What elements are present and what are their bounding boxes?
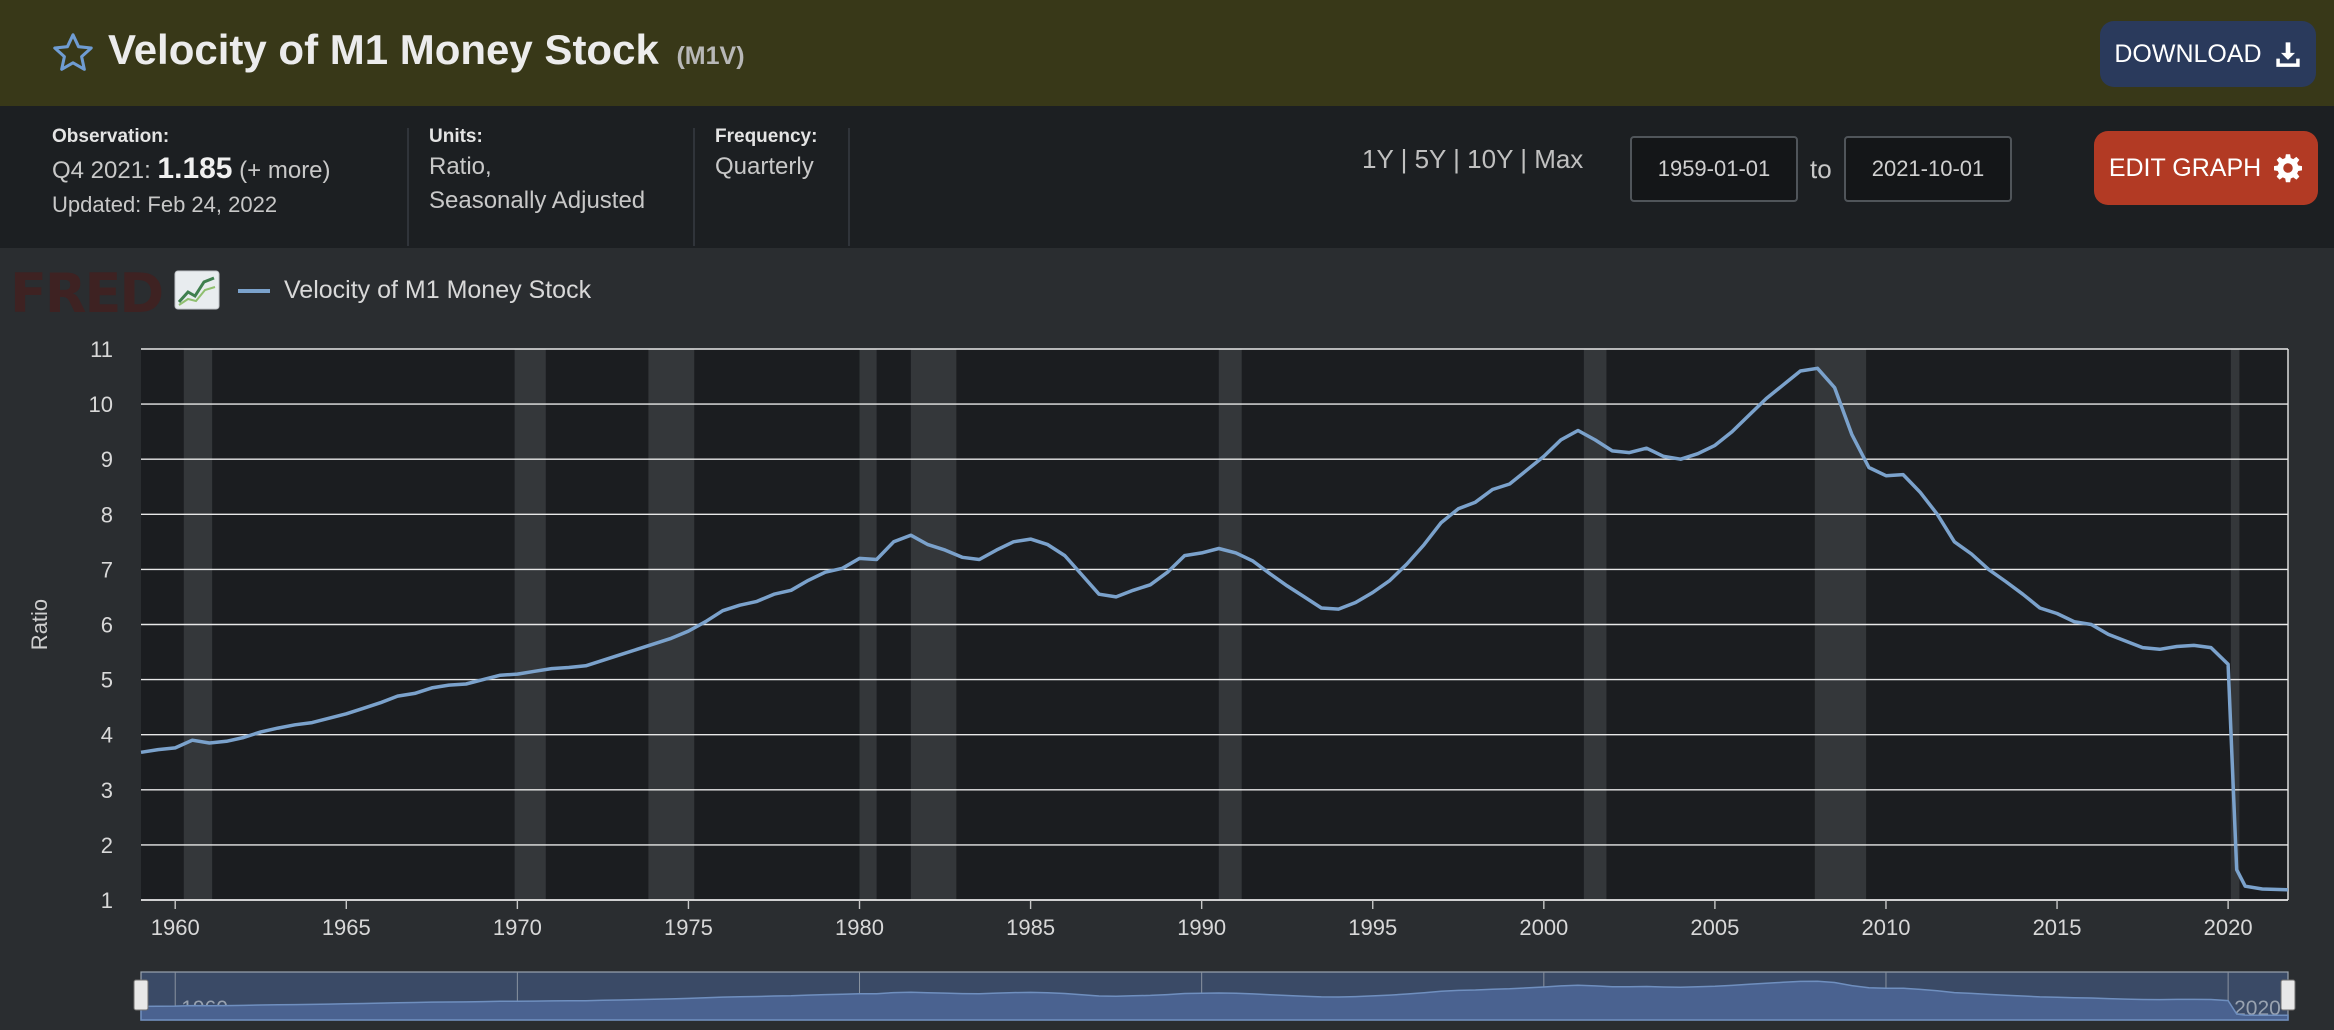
observation-block: Observation: Q4 2021: 1.185 (+ more) Upd…	[52, 126, 331, 222]
units-label: Units:	[429, 126, 483, 147]
download-label: DOWNLOAD	[2114, 39, 2262, 68]
observation-more-link[interactable]: (+ more)	[239, 157, 331, 184]
star-icon[interactable]	[50, 30, 96, 76]
y-axis-title: Ratio	[27, 599, 52, 650]
legend-swatch	[238, 288, 270, 293]
x-tick-label: 1995	[1348, 915, 1397, 940]
navigator-handle[interactable]	[133, 979, 149, 1011]
chart-canvas: 1 2 3 4 5 6 7 8 9 10 11 1960 1965 1970 1975 1980 1985 199…	[27, 337, 2296, 1021]
divider	[693, 128, 695, 246]
series-line	[140, 366, 2289, 892]
x-tick-label: 1965	[322, 915, 371, 940]
range-max-link[interactable]: Max	[1534, 144, 1584, 174]
x-tick-label: 1960	[151, 915, 200, 940]
download-icon	[2275, 42, 2300, 67]
x-tick-label: 1975	[664, 915, 713, 940]
frequency-block: Frequency: Quarterly	[715, 126, 817, 184]
observation-value: 1.185	[157, 152, 233, 185]
observation-period: Q4 2021:	[52, 157, 151, 184]
x-tick-label: 2020	[2204, 915, 2253, 940]
series-info-bar: Observation: Q4 2021: 1.185 (+ more) Upd…	[0, 106, 2334, 248]
separator: |	[1400, 144, 1408, 174]
download-button[interactable]: DOWNLOAD	[2100, 21, 2316, 87]
chart-line-icon	[174, 270, 220, 310]
y-tick-label: 9	[101, 447, 113, 472]
x-tick-label: 2000	[1519, 915, 1568, 940]
end-date-input[interactable]: 2021-10-01	[1844, 136, 2012, 202]
start-date-input[interactable]: 1959-01-01	[1630, 136, 1798, 202]
range-5y-link[interactable]: 5Y	[1414, 144, 1446, 174]
units-line1: Ratio,	[429, 153, 492, 180]
y-tick-label: 11	[90, 337, 113, 362]
x-tick-label: 1970	[493, 915, 542, 940]
units-line2: Seasonally Adjusted	[429, 187, 646, 214]
series-title: Velocity of M1 Money Stock	[108, 26, 659, 73]
x-tick-label: 1980	[835, 915, 884, 940]
x-tick-label: 2015	[2033, 915, 2082, 940]
x-tick-label: 1990	[1177, 915, 1226, 940]
x-tick-label: 1985	[1006, 915, 1055, 940]
separator: |	[1520, 144, 1527, 174]
navigator-tick-label: 2020	[2234, 997, 2281, 1020]
range-10y-link[interactable]: 10Y	[1467, 144, 1513, 174]
x-tick-label: 2010	[1861, 915, 1910, 940]
gear-icon	[2274, 154, 2303, 183]
legend-label: Velocity of M1 Money Stock	[284, 276, 592, 304]
edit-graph-button[interactable]: EDIT GRAPH	[2094, 131, 2318, 205]
observation-line: Q4 2021: 1.185 (+ more)	[52, 152, 331, 188]
series-code: (M1V)	[676, 42, 745, 70]
observation-label: Observation:	[52, 126, 170, 147]
navigator-handle[interactable]	[2280, 979, 2296, 1011]
frequency-value: Quarterly	[715, 153, 814, 180]
edit-graph-label: EDIT GRAPH	[2108, 153, 2262, 182]
y-tick-label: 2	[101, 833, 113, 858]
navigator-series	[140, 980, 2289, 1021]
header-bar: Velocity of M1 Money Stock (M1V) DOWNLOA…	[0, 0, 2334, 106]
divider	[848, 128, 850, 246]
y-tick-label: 5	[101, 668, 113, 693]
range-links: 1Y | 5Y | 10Y | Max	[1362, 144, 1583, 175]
chart-area: FRED Velocity of M1 Money Stock 1 2 3 4 5 6 7 8…	[0, 248, 2334, 1030]
y-tick-label: 4	[101, 723, 113, 748]
x-tick-label: 2005	[1690, 915, 1739, 940]
separator: |	[1453, 144, 1460, 174]
range-1y-link[interactable]: 1Y	[1362, 144, 1394, 174]
y-tick-label: 3	[101, 778, 113, 803]
frequency-label: Frequency:	[715, 126, 818, 147]
y-tick-label: 1	[101, 888, 113, 913]
y-tick-label: 10	[89, 392, 113, 417]
y-tick-label: 8	[101, 502, 113, 527]
chart-legend: Velocity of M1 Money Stock	[238, 276, 591, 305]
page-title: Velocity of M1 Money Stock (M1V)	[108, 26, 745, 74]
units-block: Units: Ratio, Seasonally Adjusted	[429, 126, 645, 218]
updated-date: Updated: Feb 24, 2022	[52, 192, 278, 217]
y-tick-label: 6	[101, 613, 113, 638]
divider	[407, 128, 409, 246]
y-tick-label: 7	[101, 557, 113, 582]
fred-logo[interactable]: FRED	[10, 262, 164, 325]
to-label: to	[1810, 154, 1832, 184]
